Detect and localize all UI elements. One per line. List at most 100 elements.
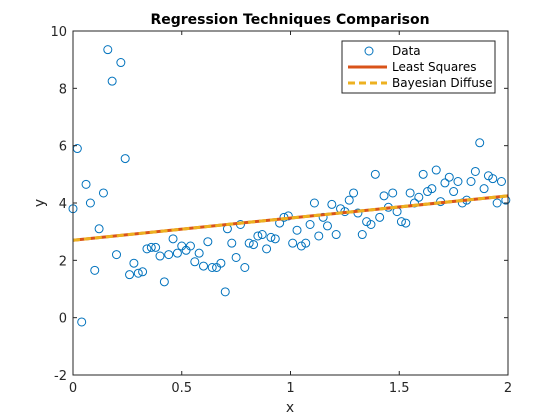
data-point xyxy=(146,242,156,252)
y-tick-label: 10 xyxy=(50,25,67,40)
data-point xyxy=(262,244,272,254)
data-point xyxy=(322,221,332,231)
x-tick-label: 0 xyxy=(69,381,77,396)
data-point xyxy=(190,257,200,267)
data-point xyxy=(270,234,280,244)
data-point xyxy=(220,287,230,297)
data-point xyxy=(349,188,359,198)
data-point xyxy=(440,178,450,188)
data-point xyxy=(314,231,324,241)
legend-label-least-squares: Least Squares xyxy=(392,60,476,74)
data-point xyxy=(305,220,315,229)
data-point xyxy=(112,250,121,260)
data-point xyxy=(488,174,498,184)
data-point xyxy=(357,230,367,240)
data-point xyxy=(231,252,241,262)
data-point xyxy=(344,195,354,205)
x-tick-label: 2 xyxy=(504,381,512,396)
data-point xyxy=(309,198,319,208)
y-tick-label: 6 xyxy=(59,140,67,155)
data-point xyxy=(496,177,506,186)
data-point xyxy=(479,184,489,194)
x-tick-label: 1 xyxy=(286,381,294,396)
x-tick-label: 1.5 xyxy=(389,381,410,396)
data-point xyxy=(142,244,152,254)
data-point xyxy=(283,211,293,221)
data-point xyxy=(199,261,208,271)
data-point xyxy=(240,263,250,272)
y-tick-label: 0 xyxy=(59,312,67,327)
data-point xyxy=(366,220,376,229)
data-point xyxy=(466,177,476,186)
bayesian-diffuse-line xyxy=(72,194,509,242)
legend-label-data: Data xyxy=(392,44,421,58)
chart-title: Regression Techniques Comparison xyxy=(150,12,429,28)
x-tick-label: 0.5 xyxy=(171,381,192,396)
data-point xyxy=(94,224,104,234)
data-point xyxy=(288,238,298,248)
data-point xyxy=(492,198,502,208)
data-point xyxy=(194,248,204,258)
y-tick-label: -2 xyxy=(54,369,67,384)
legend-label-bayesian-diffuse: Bayesian Diffuse xyxy=(392,76,493,90)
data-point xyxy=(453,177,463,186)
data-point xyxy=(266,232,276,242)
data-point xyxy=(159,277,169,287)
series-layer xyxy=(68,45,511,327)
data-point xyxy=(388,188,398,198)
data-point xyxy=(203,237,213,247)
data-point xyxy=(253,231,263,241)
data-point xyxy=(449,187,459,197)
legend-data-marker xyxy=(364,46,374,56)
data-point xyxy=(379,191,389,201)
data-point xyxy=(409,198,419,208)
data-point xyxy=(98,188,108,198)
data-point xyxy=(125,270,135,280)
data-point xyxy=(133,268,143,278)
data-point xyxy=(90,265,100,275)
data-point xyxy=(244,238,254,248)
data-point xyxy=(216,258,226,268)
data-point xyxy=(431,165,441,175)
y-tick-label: 2 xyxy=(59,254,67,269)
legend: Data Least Squares Bayesian Diffuse xyxy=(341,40,496,94)
data-point xyxy=(257,230,267,240)
data-point xyxy=(227,238,237,248)
data-point xyxy=(107,76,117,86)
data-point xyxy=(414,192,424,202)
data-point xyxy=(427,184,437,194)
data-point xyxy=(77,317,87,327)
data-point xyxy=(168,234,178,244)
data-point xyxy=(405,188,415,198)
data-point xyxy=(185,241,195,251)
data-point xyxy=(103,45,113,55)
data-point xyxy=(85,198,95,208)
data-point xyxy=(116,58,126,68)
data-point xyxy=(401,218,411,228)
data-point xyxy=(327,199,337,209)
data-point xyxy=(207,263,217,272)
data-point xyxy=(249,240,259,250)
data-point xyxy=(470,166,480,176)
data-point xyxy=(396,217,406,227)
data-point xyxy=(120,154,130,164)
data-point xyxy=(331,230,341,240)
data-point xyxy=(301,238,311,248)
data-point xyxy=(129,258,139,268)
data-point xyxy=(164,250,174,260)
y-tick-label: 4 xyxy=(59,197,67,212)
data-point xyxy=(292,225,302,235)
data-point xyxy=(155,251,165,261)
data-point xyxy=(418,169,428,179)
x-axis-label: x xyxy=(286,400,294,416)
data-point xyxy=(81,179,91,189)
data-point xyxy=(172,248,182,258)
y-axis-label: y xyxy=(32,199,48,207)
data-point xyxy=(444,172,454,182)
data-point xyxy=(138,267,148,277)
data-point xyxy=(375,212,385,222)
data-point xyxy=(475,138,485,148)
data-point xyxy=(370,169,380,179)
